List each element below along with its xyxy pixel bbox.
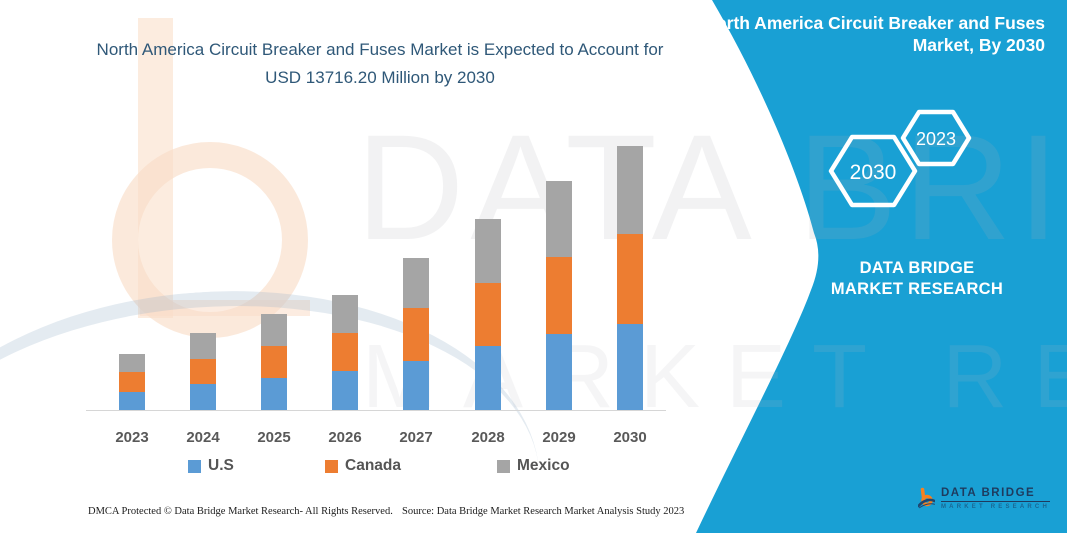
bar-segment-mexico (617, 146, 643, 234)
bar-2028 (475, 126, 501, 410)
bar-segment-us (332, 371, 358, 410)
bar-segment-canada (332, 333, 358, 371)
databridge-logo-text: DATA BRIDGE MARKET RESEARCH (940, 487, 1050, 510)
bar-segment-mexico (475, 219, 501, 284)
x-axis-label-2026: 2026 (328, 429, 362, 446)
hexagon-2023 (900, 109, 972, 167)
hexagon-2030 (828, 134, 918, 208)
hexagon-2030-label: 2030 (850, 161, 897, 184)
legend-label: Mexico (517, 457, 570, 474)
footer-source-text: Source: Data Bridge Market Research Mark… (402, 506, 685, 517)
watermark-logo-b-base (140, 300, 310, 316)
side-panel-heading: North America Circuit Breaker and Fuses … (703, 13, 1045, 55)
bar-2026 (332, 126, 358, 410)
bar-segment-canada (546, 257, 572, 334)
chart-title-line2: USD 13716.20 Million by 2030 (265, 68, 495, 87)
bar-2024 (190, 126, 216, 410)
bar-2027 (403, 126, 429, 410)
bar-segment-us (119, 392, 145, 410)
bar-2023 (119, 126, 145, 410)
bar-segment-mexico (119, 354, 145, 372)
databridge-logo: DATA BRIDGE MARKET RESEARCH (918, 477, 1050, 519)
bar-segment-mexico (403, 258, 429, 308)
bar-segment-canada (475, 283, 501, 346)
x-axis-label-2023: 2023 (115, 429, 149, 446)
bar-segment-mexico (332, 295, 358, 333)
bar-segment-canada (403, 308, 429, 361)
chart-title-line1: North America Circuit Breaker and Fuses … (96, 40, 664, 59)
bar-segment-canada (617, 234, 643, 324)
legend-item-us: U.S (188, 457, 234, 475)
bar-segment-canada (261, 346, 287, 378)
x-axis-label-2030: 2030 (613, 429, 647, 446)
bar-segment-us (261, 378, 287, 410)
legend-item-canada: Canada (325, 457, 401, 475)
bar-2025 (261, 126, 287, 410)
legend-label: Canada (345, 457, 401, 474)
databridge-logo-name: DATA BRIDGE (940, 487, 1050, 502)
databridge-logo-tagline: MARKET RESEARCH (940, 503, 1050, 510)
chart-legend: U.S Canada Mexico (0, 457, 700, 479)
databridge-logo-b-icon (918, 487, 935, 509)
legend-item-mexico: Mexico (497, 457, 570, 475)
brand-name-text: DATA BRIDGE MARKET RESEARCH (830, 259, 1004, 298)
x-axis-label-2025: 2025 (257, 429, 291, 446)
bar-segment-mexico (190, 333, 216, 359)
bar-segment-mexico (261, 314, 287, 346)
chart-title: North America Circuit Breaker and Fuses … (70, 36, 690, 92)
bar-segment-us (190, 384, 216, 410)
bar-segment-mexico (546, 181, 572, 257)
bar-segment-canada (119, 372, 145, 392)
legend-swatch-icon (325, 459, 338, 473)
legend-swatch-icon (188, 459, 201, 473)
x-axis-line (86, 410, 666, 411)
stacked-bar-chart (86, 127, 666, 411)
bar-segment-us (617, 324, 643, 410)
bar-segment-us (475, 346, 501, 410)
hexagon-2023-label: 2023 (916, 129, 956, 149)
bar-segment-canada (190, 359, 216, 384)
watermark-text-databridge: DATA BRIDGE (356, 103, 1067, 271)
bar-segment-us (546, 334, 572, 410)
legend-swatch-icon (497, 459, 510, 473)
x-axis-label-2028: 2028 (471, 429, 505, 446)
legend-label: U.S (208, 457, 234, 474)
teal-wedge-path (696, 0, 1067, 533)
x-axis-label-2029: 2029 (542, 429, 576, 446)
bar-segment-us (403, 361, 429, 410)
bar-2030 (617, 126, 643, 410)
footer-dmca-text: DMCA Protected © Data Bridge Market Rese… (88, 506, 393, 517)
x-axis-label-2024: 2024 (186, 429, 220, 446)
bar-2029 (546, 126, 572, 410)
year-hexagons: 2030 2023 (828, 109, 972, 208)
x-axis-label-2027: 2027 (399, 429, 433, 446)
